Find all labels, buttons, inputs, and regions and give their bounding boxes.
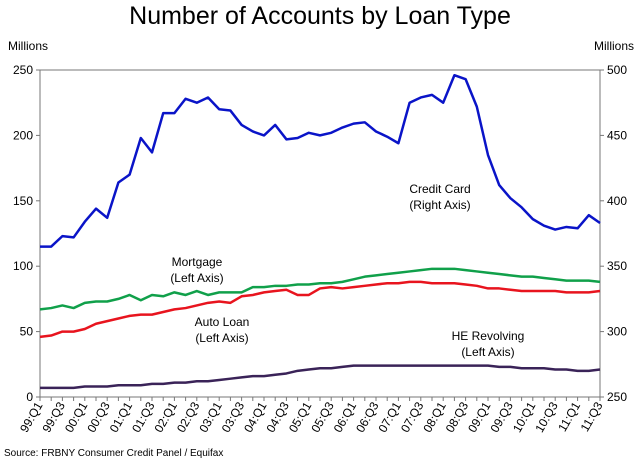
source-note: Source: FRBNY Consumer Credit Panel / Eq… <box>4 448 223 459</box>
y2-tick-label: 350 <box>607 259 627 273</box>
y-tick-label: 250 <box>13 63 33 77</box>
series-label: Credit Card <box>409 182 470 196</box>
series-label: Mortgage <box>172 255 223 269</box>
y2-axis-label: Millions <box>594 39 634 53</box>
chart-title: Number of Accounts by Loan Type <box>129 2 511 30</box>
y2-tick-label: 500 <box>607 63 627 77</box>
y-tick-label: 100 <box>13 259 33 273</box>
y2-tick-label: 450 <box>607 128 627 142</box>
series-label-note: (Right Axis) <box>409 198 470 212</box>
y-tick-label: 200 <box>13 128 33 142</box>
y-tick-label: 0 <box>26 390 33 404</box>
series-line <box>39 280 601 339</box>
series-label-note: (Left Axis) <box>195 331 248 345</box>
y-tick-label: 150 <box>13 194 33 208</box>
x-tick-label: 11:Q3 <box>578 399 606 434</box>
series-line <box>40 73 601 248</box>
y2-tick-label: 250 <box>607 390 627 404</box>
series-label: Auto Loan <box>195 315 250 329</box>
y2-tick-label: 300 <box>607 325 627 339</box>
y-axis-label: Millions <box>8 39 48 53</box>
series-label-note: (Left Axis) <box>170 271 223 285</box>
series-label-note: (Left Axis) <box>461 345 514 359</box>
series-label: HE Revolving <box>452 329 525 343</box>
series-line <box>39 267 601 311</box>
x-tick-label: 10:Q3 <box>532 399 561 435</box>
series-line <box>40 364 601 390</box>
plot-frame <box>39 69 601 398</box>
y2-tick-label: 400 <box>607 194 627 208</box>
y-tick-label: 50 <box>20 325 34 339</box>
